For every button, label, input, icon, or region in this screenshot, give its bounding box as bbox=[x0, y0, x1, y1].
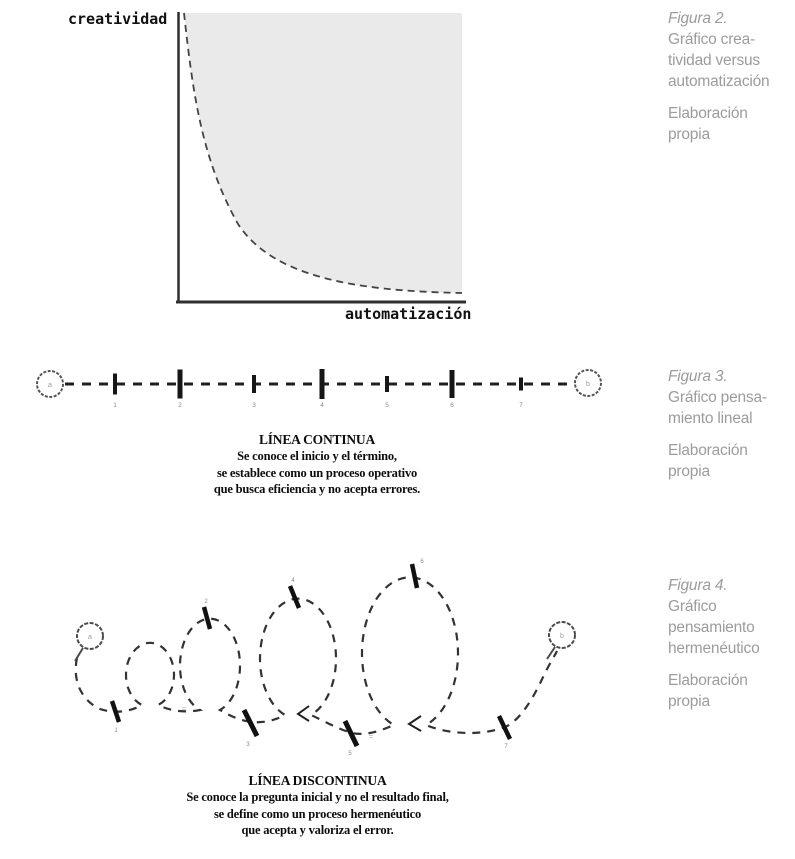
tick-number: 7 bbox=[504, 744, 508, 750]
figure2-caption-title: Figura 2. bbox=[668, 10, 728, 27]
end-node-circle bbox=[574, 369, 602, 397]
figure4-source-line: propia bbox=[668, 693, 710, 710]
tick-number: 4 bbox=[320, 402, 324, 409]
tick-number: 1 bbox=[113, 402, 117, 409]
figure3-source-line: propia bbox=[668, 463, 710, 480]
end-node-label: b bbox=[586, 381, 590, 388]
figure3-source-line: Elaboración bbox=[668, 442, 748, 459]
tick-mark bbox=[519, 377, 523, 391]
tick-mark bbox=[241, 708, 260, 738]
figure2-caption-line: Gráfico crea- bbox=[668, 31, 755, 48]
creativity-automation-chart: creatividad automatización bbox=[68, 10, 471, 323]
end-balloon-circle bbox=[548, 621, 576, 649]
figure4-description-line: Se conoce la pregunta inicial y no el re… bbox=[186, 790, 449, 804]
end-balloon-label: b bbox=[560, 633, 564, 640]
tick-mark bbox=[177, 369, 183, 399]
tick-mark bbox=[409, 563, 420, 589]
shaded-region bbox=[184, 13, 462, 293]
tick-mark bbox=[109, 700, 122, 723]
tick-number: 5 bbox=[348, 751, 352, 757]
figure4-caption-line: pensamiento bbox=[668, 619, 755, 636]
x-axis-label: automatización bbox=[345, 305, 471, 323]
tick-number: 6 bbox=[420, 559, 424, 565]
tick-mark bbox=[287, 585, 302, 609]
tick-number: 7 bbox=[519, 402, 523, 409]
figure3-caption-title: Figura 3. bbox=[668, 368, 728, 385]
tick-number: 3 bbox=[252, 402, 256, 409]
figure4-source-line: Elaboración bbox=[668, 672, 748, 689]
tick-mark bbox=[319, 369, 325, 399]
figure4-caption-line: hermenéutico bbox=[668, 640, 760, 657]
figure4-description-line: se define como un proceso hermenéutico bbox=[213, 806, 422, 821]
figure2-source-line: propia bbox=[668, 126, 710, 143]
figure4-description: LÍNEA DISCONTINUA Se conoce la pregunta … bbox=[60, 772, 575, 839]
tick-number: 1 bbox=[114, 728, 118, 734]
tick-mark bbox=[113, 373, 117, 395]
figure3-description-line: que busca eficiencia y no acepta errores… bbox=[213, 482, 421, 496]
linear-thinking-diagram: a b 1 2 3 4 5 6 7 bbox=[36, 369, 602, 409]
figure4-description-line: que acepta y valoriza el error. bbox=[241, 823, 394, 837]
figure3-description-line: se establece como un proceso operativo bbox=[216, 465, 418, 480]
tradeoff-curve bbox=[183, 12, 463, 294]
start-balloon-circle bbox=[76, 622, 104, 650]
looping-dashed-path bbox=[74, 576, 558, 735]
crossing-mark: = bbox=[369, 732, 374, 741]
figure2-caption: Figura 2. Gráfico crea- tividad versus a… bbox=[668, 8, 794, 145]
figure3-caption-line: Gráfico pensa- bbox=[668, 389, 767, 406]
tick-mark bbox=[496, 715, 513, 740]
figure4-description-heading: LÍNEA DISCONTINUA bbox=[248, 773, 387, 788]
tick-number: 4 bbox=[291, 578, 295, 584]
figure3-description-line: Se conoce el inicio y el término, bbox=[237, 449, 397, 463]
start-node-circle bbox=[36, 370, 64, 398]
tick-mark bbox=[342, 719, 360, 748]
tick-number: 2 bbox=[178, 402, 182, 409]
tick-mark bbox=[201, 606, 213, 630]
crossing-mark: = bbox=[182, 704, 187, 713]
start-node-label: a bbox=[48, 382, 52, 389]
figure4-caption: Figura 4. Gráfico pensamiento hermenéuti… bbox=[668, 575, 794, 712]
hermeneutic-thinking-diagram: a b 1 2 3 4 5 6 7 = = bbox=[74, 559, 576, 757]
tick-number: 3 bbox=[246, 742, 250, 748]
figure4-caption-line: Gráfico bbox=[668, 598, 717, 615]
figure2-caption-line: tividad versus bbox=[668, 52, 760, 69]
tick-mark bbox=[385, 376, 389, 392]
y-axis-label: creatividad bbox=[68, 10, 167, 28]
tick-mark bbox=[252, 375, 256, 393]
start-balloon-label: a bbox=[88, 634, 92, 641]
tick-mark bbox=[449, 370, 455, 398]
tick-number: 6 bbox=[450, 402, 454, 409]
tick-number: 5 bbox=[385, 402, 389, 409]
end-balloon-tail bbox=[546, 646, 556, 660]
tick-number: 2 bbox=[204, 599, 208, 605]
figure2-source-line: Elaboración bbox=[668, 105, 748, 122]
figure3-caption-line: miento lineal bbox=[668, 410, 753, 427]
figure2-caption-line: automatización bbox=[668, 73, 770, 90]
direction-arrowhead bbox=[407, 715, 422, 732]
direction-arrowhead bbox=[296, 705, 310, 722]
figure4-caption-title: Figura 4. bbox=[668, 577, 728, 594]
figure3-description-heading: LÍNEA CONTINUA bbox=[258, 432, 376, 447]
figure3-description: LÍNEA CONTINUA Se conoce el inicio y el … bbox=[100, 431, 534, 498]
start-balloon-tail bbox=[74, 647, 84, 662]
figure3-caption: Figura 3. Gráfico pensa- miento lineal E… bbox=[668, 366, 794, 482]
